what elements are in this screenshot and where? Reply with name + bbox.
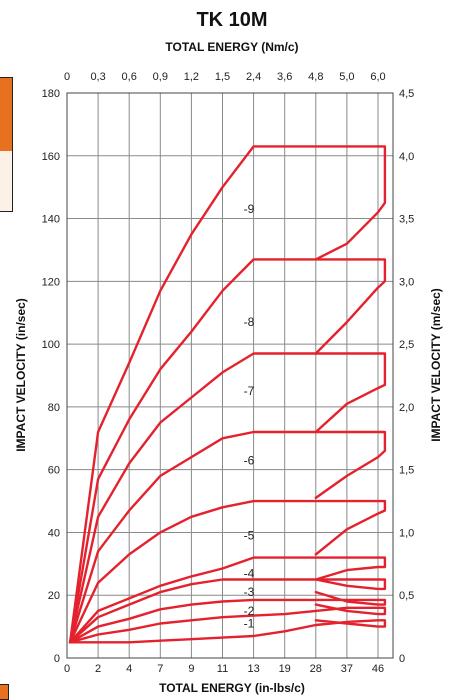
chart-title: TK 10M xyxy=(196,9,267,31)
y-tick-label-right: 3,0 xyxy=(399,276,414,288)
x-tick-label-bottom: 37 xyxy=(341,663,353,675)
series-label: -7 xyxy=(244,384,255,398)
y-tick-label-right: 2,5 xyxy=(399,339,414,351)
y-tick-label-left: 20 xyxy=(48,590,60,602)
series-curve xyxy=(68,619,387,644)
series-curve xyxy=(68,590,387,644)
x-tick-label-bottom: 4 xyxy=(126,663,132,675)
y-axis-label-right: IMPACT VELOCITY (m/sec) xyxy=(429,288,443,442)
y-tick-label-right: 4,0 xyxy=(399,151,414,163)
x-tick-label-top: 3,6 xyxy=(277,71,292,83)
series-label: -3 xyxy=(244,585,255,599)
x-tick-label-bottom: 7 xyxy=(157,663,163,675)
y-axis-label-left: IMPACT VELOCITY (in/sec) xyxy=(14,298,28,452)
x-tick-label-bottom: 9 xyxy=(188,663,194,675)
series-curve xyxy=(68,603,387,644)
y-tick-label-right: 0 xyxy=(399,653,405,665)
x-tick-label-top: 5,0 xyxy=(339,71,354,83)
y-tick-label-left: 180 xyxy=(42,88,60,100)
series-label: -5 xyxy=(244,529,255,543)
x-tick-label-bottom: 19 xyxy=(279,663,291,675)
x-tick-label-top: 6,0 xyxy=(370,71,385,83)
series-label: -9 xyxy=(244,202,255,216)
series-curve xyxy=(68,556,387,644)
series-curve xyxy=(68,258,387,644)
tick-labels: 0 2 4 7 9 11 13 19 28 37 46 0 0,3 0,6 0,9 1,2 1,5 2,4 3,6 4… xyxy=(42,71,415,675)
y-tick-label-right: 4,5 xyxy=(399,88,414,100)
x-tick-label-top: 0,6 xyxy=(122,71,137,83)
x-tick-label-bottom: 46 xyxy=(372,663,384,675)
y-tick-label-right: 3,5 xyxy=(399,214,414,226)
series-label: -2 xyxy=(244,604,255,618)
x-tick-label-top: 0,3 xyxy=(90,71,105,83)
series-curve xyxy=(68,578,387,644)
y-tick-label-left: 0 xyxy=(54,653,60,665)
x-tick-label-top: 4,8 xyxy=(308,71,323,83)
series-curve xyxy=(68,352,387,644)
series-label: -6 xyxy=(244,453,255,467)
y-tick-label-right: 1,0 xyxy=(399,527,414,539)
series-label: -1 xyxy=(244,616,255,630)
x-tick-label-bottom: 2 xyxy=(95,663,101,675)
y-tick-label-left: 40 xyxy=(48,527,60,539)
x-tick-label-top: 2,4 xyxy=(246,71,261,83)
y-tick-label-left: 160 xyxy=(42,151,60,163)
plot-frame xyxy=(66,92,394,659)
x-tick-label-top: 0 xyxy=(64,71,70,83)
series-curve xyxy=(68,145,387,644)
top-axis-label: TOTAL ENERGY (Nm/c) xyxy=(165,40,298,54)
x-tick-label-bottom: 28 xyxy=(310,663,322,675)
x-tick-label-top: 1,5 xyxy=(215,71,230,83)
y-tick-label-left: 60 xyxy=(48,465,60,477)
adjacent-panel-body xyxy=(0,151,13,212)
y-tick-label-left: 140 xyxy=(42,214,60,226)
y-tick-label-right: 2,0 xyxy=(399,402,414,414)
y-tick-label-left: 120 xyxy=(42,276,60,288)
x-tick-label-top: 1,2 xyxy=(184,71,199,83)
x-tick-label-top: 0,9 xyxy=(153,71,168,83)
x-tick-label-bottom: 0 xyxy=(64,663,70,675)
series-label: -8 xyxy=(244,315,255,329)
curves: -1-2 -3 -4 -5 -6 -7 -8 -9 xyxy=(68,145,387,644)
series-label: -4 xyxy=(244,566,255,580)
x-tick-label-bottom: 13 xyxy=(247,663,259,675)
y-tick-label-left: 80 xyxy=(48,402,60,414)
y-tick-label-right: 0,5 xyxy=(399,590,414,602)
y-tick-label-left: 100 xyxy=(42,339,60,351)
y-tick-label-right: 1,5 xyxy=(399,465,414,477)
x-tick-label-bottom: 11 xyxy=(217,663,228,675)
series-curve xyxy=(68,430,387,644)
series-curve xyxy=(68,499,387,644)
x-axis-label: TOTAL ENERGY (in-lbs/c) xyxy=(159,681,305,695)
